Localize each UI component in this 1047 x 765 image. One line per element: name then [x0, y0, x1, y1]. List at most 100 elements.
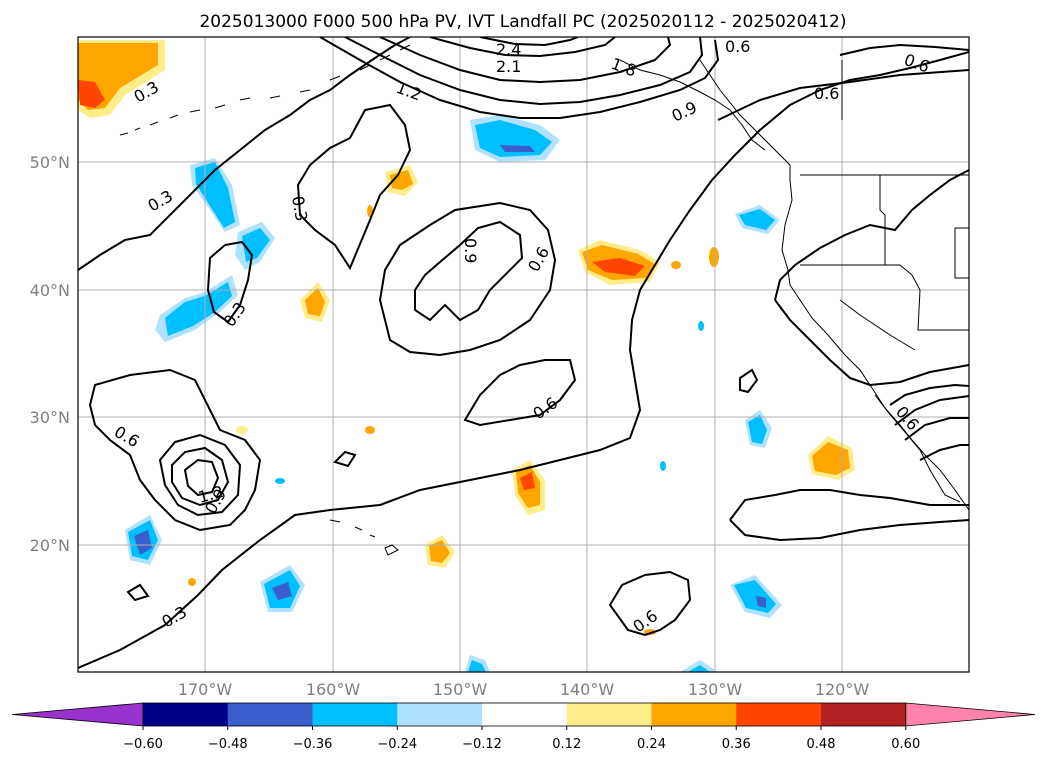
lon-label: 170°W — [178, 680, 233, 699]
lon-label: 130°W — [688, 680, 743, 699]
contour-label: 2.4 — [496, 40, 521, 59]
ivt-blob-west-3-core — [165, 282, 232, 336]
pv-contour-cyclone-1 — [889, 383, 969, 406]
ivt-blob-south-2-max — [272, 582, 292, 600]
colorbar-extend-min — [11, 702, 144, 727]
map-frame-border — [77, 36, 970, 673]
ivt-blob-central-east-max — [592, 258, 645, 276]
pv-contour-small-2 — [333, 450, 357, 468]
pv-contour-1.5-sw-low — [183, 458, 220, 497]
lon-label: 160°W — [306, 680, 361, 699]
colorbar-tick-label: −0.36 — [293, 737, 333, 752]
pv-contour-1.2-sw-low — [171, 446, 230, 507]
colorbar-segment — [312, 703, 398, 726]
colorbar-segment — [821, 703, 907, 726]
colorbar-tick-label: 0.24 — [637, 737, 666, 752]
ivt-blob-west-2-core — [242, 228, 270, 262]
lon-label: 120°W — [815, 680, 870, 699]
pv-contour-0.6-rockies — [774, 169, 969, 301]
state-border-1 — [800, 264, 969, 331]
colorbar — [11, 702, 1036, 727]
colorbar-segment — [227, 703, 313, 726]
ivt-spot-7 — [188, 578, 196, 586]
pv-contour-cyclone-2 — [894, 395, 969, 426]
ivt-blob-gulf-alaska-max — [500, 145, 535, 152]
pv-contour-trough-4 — [429, 37, 616, 58]
pv-contour-0.6-baja-lower — [729, 519, 969, 542]
pv-contour-small-1 — [739, 368, 759, 394]
ivt-shading — [78, 40, 855, 672]
pv-contour-0.3-southeast — [608, 570, 692, 637]
colorbar-tick-label: 0.60 — [891, 737, 920, 752]
ivt-blob-baja-core — [812, 442, 850, 475]
ivt-blob-orange-a-core — [390, 170, 413, 190]
pv-contour-0.6-baja — [729, 489, 969, 521]
colorbar-segment — [397, 703, 483, 726]
ivt-spot-4 — [236, 426, 248, 434]
contour-label: 2.1 — [496, 57, 521, 76]
pv-contour-0.6-tropics — [463, 359, 577, 427]
colorbar-segment — [736, 703, 822, 726]
colorbar-tick-label: 0.48 — [807, 737, 836, 752]
pv-contour-0.6-north-east — [839, 43, 969, 56]
lon-label: 140°W — [560, 680, 615, 699]
pv-contour-0.9-sw-low — [158, 433, 242, 517]
coastlines — [119, 44, 969, 556]
colorbar-ticks: −0.60 −0.48 −0.36 −0.24 −0.12 0.12 0.24 0.36 0.4… — [123, 726, 920, 752]
ivt-spot-9 — [660, 461, 666, 471]
pv-contour-0.3-south — [78, 51, 969, 669]
colorbar-tick-label: −0.12 — [462, 737, 502, 752]
contour-label: 0.3 — [288, 194, 311, 222]
pv-contour-0.3-ridge — [296, 103, 412, 271]
pv-contour-cyclone-3 — [904, 417, 969, 441]
pv-contour-trough-2 — [344, 37, 704, 106]
colorbar-segment — [566, 703, 652, 726]
colorbar-tick-label: −0.48 — [208, 737, 248, 752]
ivt-blob-east-south-max — [756, 596, 766, 608]
ivt-blob-orange-b-core — [305, 288, 325, 316]
lat-label: 40°N — [30, 281, 70, 300]
colorbar-segment — [143, 703, 229, 726]
lon-label: 150°W — [433, 680, 488, 699]
contour-label: 0.9 — [461, 238, 480, 263]
pv-contour-trough-1 — [319, 37, 720, 119]
ivt-blob-nw-corner-max — [78, 80, 105, 108]
pv-contours — [78, 37, 969, 669]
colorbar-tick-label: −0.24 — [377, 737, 417, 752]
pv-contour-0.6-center — [378, 201, 557, 357]
lat-label: 20°N — [30, 536, 70, 555]
pv-contour-0.6-sw-us — [774, 299, 969, 387]
pv-contour-trough-5 — [479, 37, 579, 47]
contour-label: 0.6 — [725, 37, 750, 56]
ivt-spot-2 — [671, 261, 681, 269]
baja-coast — [874, 394, 961, 503]
ivt-blob-center-max — [520, 472, 535, 490]
figure-title: 2025013000 F000 500 hPa PV, IVT Landfall… — [199, 12, 846, 32]
gulf-islands — [619, 59, 766, 151]
lat-label: 30°N — [30, 408, 70, 427]
pv-contour-0.3-loop — [206, 240, 254, 324]
state-border-3 — [839, 299, 916, 351]
lon-axis: 170°W 160°W 150°W 140°W 130°W 120°W — [178, 680, 870, 699]
hawaii-islands — [329, 519, 399, 556]
colorbar-border — [142, 702, 907, 727]
lat-axis: 50°N 40°N 30°N 20°N — [30, 153, 70, 555]
ivt-spot-5 — [365, 426, 375, 434]
contour-label: 0.6 — [814, 84, 839, 103]
ivt-blob-socal-core — [748, 415, 767, 444]
colorbar-segment — [651, 703, 737, 726]
ivt-blob-gulf-alaska-core — [475, 120, 552, 157]
state-border-4 — [954, 227, 969, 279]
colorbar-tick-label: 0.36 — [722, 737, 751, 752]
state-border-2 — [879, 175, 886, 265]
lat-label: 50°N — [30, 153, 70, 172]
ivt-blob-bottom-1-core — [468, 660, 486, 672]
pv-contour-cyclone-4 — [919, 444, 969, 461]
colorbar-segment — [482, 703, 568, 726]
pv-contour-0.9-inner — [414, 220, 524, 322]
colorbar-tick-label: 0.12 — [552, 737, 581, 752]
ivt-blob-south-orange-core — [429, 540, 450, 563]
colorbar-extend-max — [905, 702, 1036, 727]
ivt-blob-bottom-2-core — [688, 665, 710, 672]
